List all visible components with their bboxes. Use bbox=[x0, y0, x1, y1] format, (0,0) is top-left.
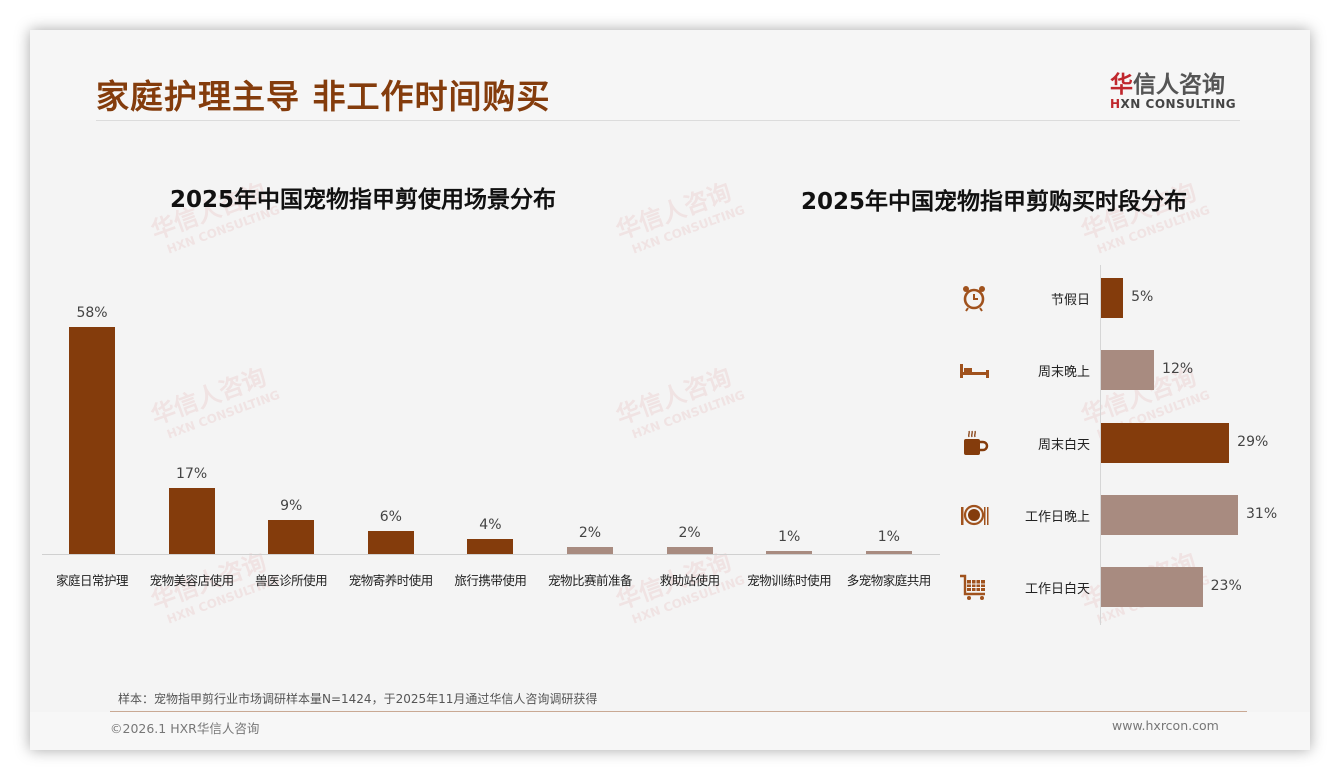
bar bbox=[1101, 567, 1203, 608]
bar-value-label: 17% bbox=[176, 466, 208, 483]
bar-group: 2% bbox=[640, 290, 740, 555]
bar-group: 9% bbox=[241, 290, 341, 555]
plate-cutlery-icon bbox=[958, 501, 990, 529]
bed-icon bbox=[958, 356, 990, 384]
bar bbox=[567, 547, 613, 555]
brand-logo: 华信人咨询 HXN CONSULTING bbox=[1110, 65, 1236, 111]
category-label: 救助站使用 bbox=[659, 573, 721, 588]
footer-band bbox=[30, 712, 1310, 750]
bar-group: 4% bbox=[440, 290, 540, 555]
purchase-row: 周末白天 29% bbox=[948, 422, 1308, 463]
purchase-row: 工作日白天 23% bbox=[948, 567, 1308, 608]
bar-group: 1% bbox=[839, 290, 939, 555]
alarm-clock-icon bbox=[958, 284, 990, 312]
bar bbox=[69, 327, 115, 555]
page-title: 家庭护理主导 非工作时间购买 bbox=[96, 77, 551, 116]
category-label: 兽医诊所使用 bbox=[255, 573, 328, 588]
slide: 家庭护理主导 非工作时间购买 华信人咨询 HXN CONSULTING 华信人咨… bbox=[30, 30, 1310, 750]
logo-text: 信人咨询 bbox=[1133, 72, 1225, 98]
category-label: 宠物寄养时使用 bbox=[348, 573, 434, 588]
purchase-row: 工作日晚上 31% bbox=[948, 494, 1308, 535]
logo-chinese: 华信人咨询 bbox=[1110, 65, 1236, 99]
bar-value-label: 5% bbox=[1131, 289, 1154, 305]
bar-group: 1% bbox=[739, 290, 839, 555]
category-label: 节假日 bbox=[1050, 293, 1090, 308]
logo-english: HXN CONSULTING bbox=[1110, 97, 1236, 111]
bar bbox=[766, 551, 813, 555]
x-axis-line bbox=[42, 554, 940, 555]
bar-group: 6% bbox=[341, 290, 441, 555]
bar bbox=[367, 531, 414, 555]
category-label: 周末白天 bbox=[1037, 437, 1090, 453]
usage-bar-chart: 58% 17% 9% 6% 4% 2% 2% 1% 1% bbox=[42, 290, 942, 555]
bar bbox=[666, 547, 713, 555]
purchase-row: 节假日 5% bbox=[948, 278, 1308, 318]
header-band bbox=[30, 30, 1310, 120]
bar-value-label: 1% bbox=[778, 529, 801, 545]
purchase-chart-title: 2025年中国宠物指甲剪购买时段分布 bbox=[801, 189, 1188, 215]
website-link[interactable]: www.hxrcon.com bbox=[1112, 718, 1219, 733]
sample-note: 样本：宠物指甲剪行业市场调研样本量N=1424，于2025年11月通过华信人咨询… bbox=[118, 692, 598, 706]
logo-en-accent: H bbox=[1110, 97, 1121, 111]
bar-value-label: 58% bbox=[76, 305, 108, 321]
bar-value-label: 4% bbox=[479, 517, 502, 534]
shopping-cart-icon bbox=[958, 573, 990, 601]
bar bbox=[168, 488, 215, 555]
bar bbox=[1101, 350, 1155, 391]
bar-group: 58% bbox=[42, 290, 142, 555]
category-label: 多宠物家庭共用 bbox=[846, 573, 932, 588]
category-label: 工作日晚上 bbox=[1024, 509, 1090, 525]
y-axis-line bbox=[1100, 265, 1101, 625]
logo-en-text: XN CONSULTING bbox=[1120, 97, 1237, 111]
bar-group: 2% bbox=[540, 290, 640, 555]
title-divider bbox=[96, 120, 1240, 121]
logo-accent: 华 bbox=[1110, 72, 1133, 98]
bar-value-label: 23% bbox=[1210, 578, 1242, 595]
bar bbox=[467, 539, 514, 555]
bar bbox=[865, 551, 912, 555]
bar-value-label: 6% bbox=[379, 509, 402, 526]
coffee-cup-icon bbox=[958, 429, 990, 457]
bar-group: 17% bbox=[142, 290, 242, 555]
bar-value-label: 2% bbox=[578, 525, 602, 542]
category-label: 旅行携带使用 bbox=[454, 573, 527, 588]
category-label: 宠物美容店使用 bbox=[149, 573, 235, 588]
category-label: 宠物训练时使用 bbox=[747, 573, 832, 588]
category-label: 宠物比赛前准备 bbox=[547, 573, 633, 588]
bar bbox=[1101, 422, 1230, 463]
category-label: 家庭日常护理 bbox=[55, 573, 129, 588]
category-label: 工作日白天 bbox=[1024, 582, 1090, 598]
bar-value-label: 1% bbox=[877, 529, 900, 545]
bar bbox=[268, 519, 315, 555]
bar-value-label: 9% bbox=[280, 497, 303, 514]
bar-value-label: 2% bbox=[678, 525, 701, 542]
bar-value-label: 29% bbox=[1237, 433, 1269, 450]
copyright: ©2026.1 HXR华信人咨询 bbox=[110, 721, 260, 736]
bar-value-label: 12% bbox=[1162, 361, 1194, 378]
bar bbox=[1101, 494, 1238, 535]
usage-chart-title: 2025年中国宠物指甲剪使用场景分布 bbox=[170, 187, 557, 213]
footer-divider bbox=[110, 711, 1247, 712]
bar bbox=[1101, 278, 1124, 318]
bar-value-label: 31% bbox=[1246, 505, 1278, 522]
category-label: 周末晚上 bbox=[1037, 365, 1090, 381]
purchase-row: 周末晚上 12% bbox=[948, 350, 1308, 391]
